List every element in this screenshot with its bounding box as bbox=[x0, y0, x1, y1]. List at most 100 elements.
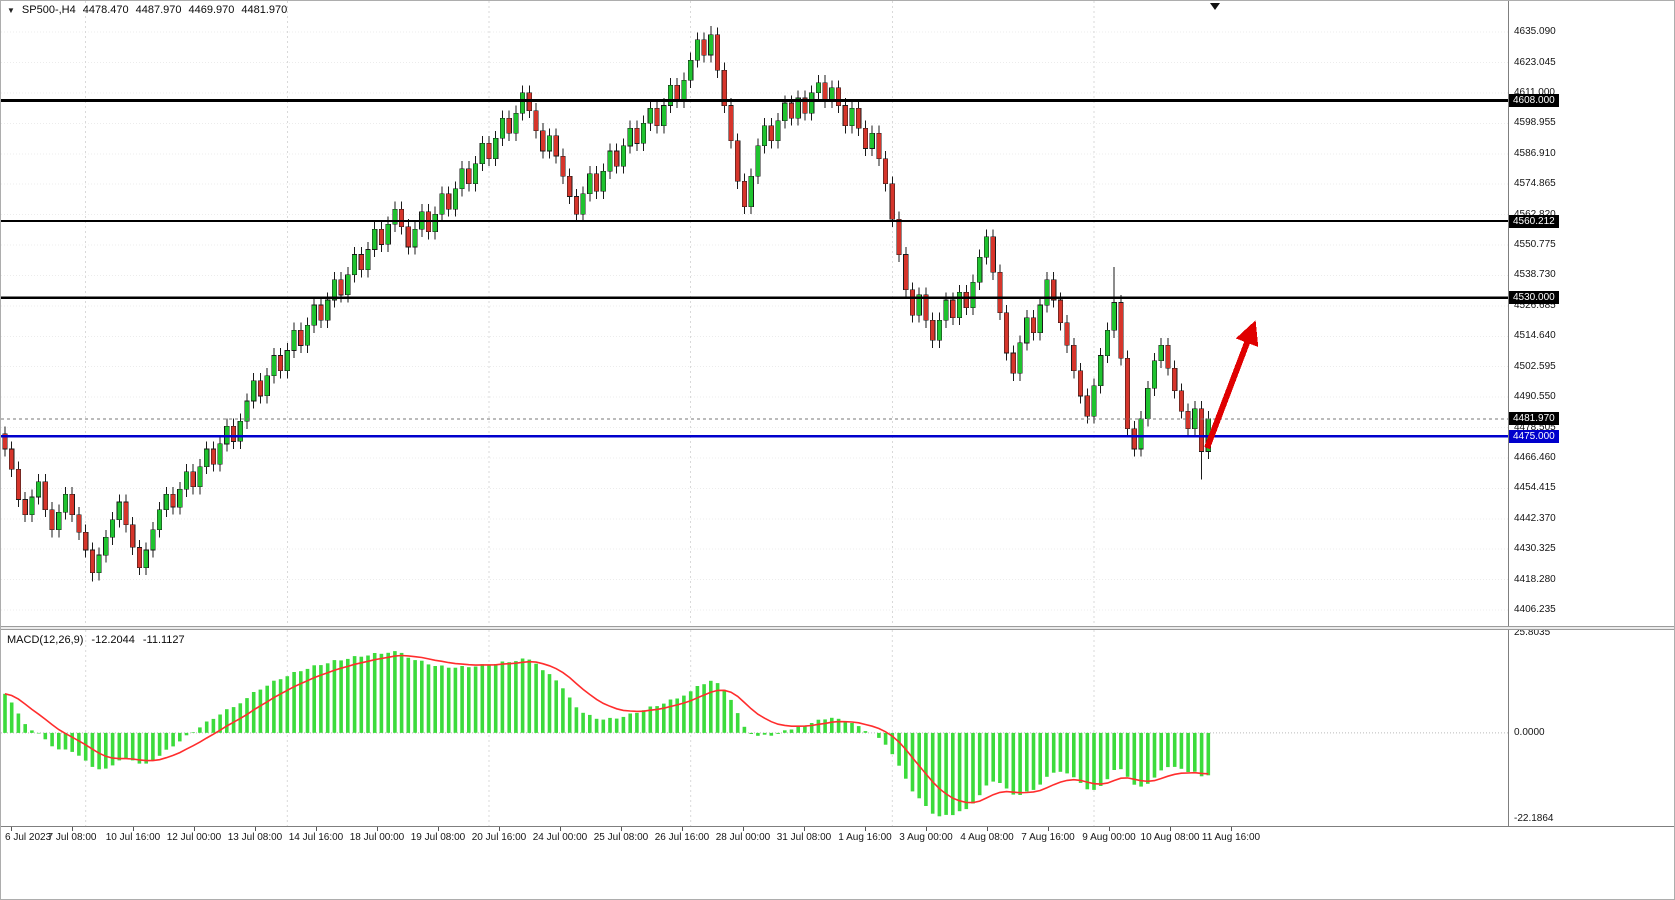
macd-indicator-pane[interactable] bbox=[1, 630, 1508, 831]
candle bbox=[385, 216, 391, 252]
price-axis-label: 4454.415 bbox=[1514, 482, 1556, 493]
ohlc-toggle-icon[interactable]: ▼ bbox=[7, 5, 15, 15]
candle bbox=[110, 512, 116, 545]
candle bbox=[721, 62, 727, 114]
time-axis-tick bbox=[804, 827, 805, 831]
candle bbox=[728, 98, 734, 149]
candle bbox=[237, 413, 243, 449]
candle bbox=[1172, 360, 1178, 399]
candle bbox=[829, 80, 835, 109]
time-axis-label: 9 Aug 00:00 bbox=[1082, 832, 1136, 843]
candle bbox=[493, 130, 499, 167]
candle bbox=[231, 418, 237, 449]
candle bbox=[1091, 378, 1097, 424]
price-axis-label: 4466.460 bbox=[1514, 452, 1556, 463]
price-axis-label: 4635.090 bbox=[1514, 26, 1556, 37]
macd-value-signal: -11.1127 bbox=[142, 634, 185, 646]
time-axis[interactable]: 6 Jul 2023 7 Jul 08:00 10 Jul 16:00 12 Jul … bbox=[1, 826, 1674, 850]
candle bbox=[96, 547, 102, 581]
candle bbox=[157, 502, 163, 538]
current-price-badge: 4481.970 bbox=[1509, 412, 1559, 425]
candle bbox=[815, 75, 821, 101]
time-axis-label: 13 Jul 08:00 bbox=[227, 832, 283, 843]
candle bbox=[1010, 345, 1016, 381]
candle bbox=[540, 123, 546, 159]
time-axis-label: 28 Jul 00:00 bbox=[715, 832, 771, 843]
candle bbox=[674, 77, 680, 109]
macd-value-main: -12.2044 bbox=[91, 634, 135, 646]
time-axis-label: 24 Jul 00:00 bbox=[532, 832, 588, 843]
trend-arrow-annotation[interactable] bbox=[1204, 320, 1259, 450]
candle bbox=[842, 98, 848, 134]
candle bbox=[835, 80, 842, 114]
candle bbox=[197, 459, 203, 495]
candle bbox=[1071, 337, 1077, 379]
candle bbox=[1158, 337, 1164, 369]
candle bbox=[882, 151, 889, 192]
time-axis-tick bbox=[255, 827, 256, 831]
candle bbox=[210, 441, 217, 472]
candle bbox=[647, 100, 653, 131]
price-axis-label: 4586.910 bbox=[1514, 148, 1556, 159]
candle bbox=[150, 522, 156, 558]
price-axis-label: 4526.685 bbox=[1514, 300, 1556, 311]
candle bbox=[29, 489, 35, 523]
time-axis-tick bbox=[1048, 827, 1049, 831]
candle bbox=[761, 118, 768, 154]
candle bbox=[809, 85, 815, 121]
time-axis-label: 26 Jul 16:00 bbox=[654, 832, 710, 843]
price-level-badge: 4608.000 bbox=[1509, 94, 1559, 107]
price-level-badge: 4475.000 bbox=[1509, 430, 1559, 443]
candle bbox=[183, 464, 190, 497]
price-axis-label: 4598.955 bbox=[1514, 117, 1556, 128]
candle bbox=[1131, 421, 1137, 457]
time-axis-label: 10 Aug 08:00 bbox=[1140, 832, 1200, 843]
candle bbox=[143, 542, 149, 576]
candle bbox=[856, 100, 862, 136]
candle bbox=[1178, 383, 1184, 419]
candle bbox=[311, 297, 317, 333]
time-axis-tick bbox=[560, 827, 561, 831]
candle bbox=[775, 113, 781, 149]
candle bbox=[251, 373, 257, 409]
time-axis-label: 6 Jul 2023 bbox=[5, 832, 52, 843]
candle bbox=[9, 441, 15, 477]
candle bbox=[587, 166, 593, 202]
time-axis-tick bbox=[11, 827, 12, 831]
price-axis-label: 4430.325 bbox=[1514, 543, 1556, 554]
chart-shift-marker-icon bbox=[1210, 3, 1220, 10]
time-axis-tick bbox=[194, 827, 195, 831]
candle bbox=[553, 128, 559, 164]
ohlc-low: 4469.970 bbox=[188, 4, 235, 16]
time-axis-tick bbox=[499, 827, 500, 831]
price-axis-label: 4550.775 bbox=[1514, 239, 1556, 250]
candle bbox=[930, 312, 936, 348]
candle bbox=[755, 138, 761, 184]
candle bbox=[277, 348, 284, 379]
candle bbox=[1051, 272, 1057, 308]
candle bbox=[708, 26, 714, 63]
candle bbox=[1118, 294, 1124, 366]
time-axis-label: 31 Jul 08:00 bbox=[776, 832, 832, 843]
candle bbox=[244, 393, 250, 429]
candlestick-chart-pane[interactable] bbox=[1, 1, 1508, 631]
candle bbox=[304, 317, 311, 353]
candle bbox=[970, 274, 976, 316]
pane-separator[interactable] bbox=[1, 626, 1674, 630]
candle bbox=[291, 322, 297, 359]
candle bbox=[1030, 310, 1037, 341]
candle bbox=[284, 342, 290, 379]
ohlc-open: 4478.470 bbox=[82, 4, 129, 16]
candle bbox=[956, 284, 963, 326]
price-axis-label: 4538.730 bbox=[1514, 269, 1556, 280]
candle bbox=[795, 90, 801, 126]
time-axis-tick bbox=[743, 827, 744, 831]
time-axis-label: 18 Jul 00:00 bbox=[349, 832, 405, 843]
candle bbox=[634, 120, 640, 151]
price-axis[interactable]: 4635.090 4623.045 4611.000 4598.955 4586.910… bbox=[1508, 1, 1674, 848]
candle bbox=[76, 507, 82, 540]
candle bbox=[1151, 353, 1158, 396]
time-axis-tick bbox=[621, 827, 622, 831]
candle bbox=[681, 72, 687, 109]
candle bbox=[398, 201, 405, 235]
